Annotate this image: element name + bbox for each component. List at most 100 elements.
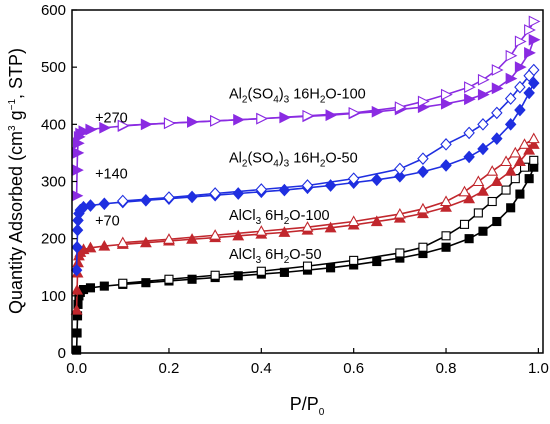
data-point: [528, 33, 541, 46]
data-point: [301, 221, 314, 232]
series-label-part: 6H: [261, 208, 284, 224]
data-point: [417, 165, 429, 179]
axis-layer: 0.0 0.2 0.4 0.6 0.8 1.0 0 100 200 300 400 500 600: [41, 2, 549, 377]
data-point: [186, 233, 198, 244]
data-point: [515, 189, 525, 199]
series-label-alcl3-100: AlCl3 6H2O-100: [229, 208, 330, 227]
data-point: [163, 117, 176, 130]
y-axis-title: Quantity Adsorbed (cm3 g−1, STP): [6, 48, 26, 314]
data-point: [514, 103, 526, 117]
data-point: [347, 172, 360, 185]
data-point: [459, 219, 470, 229]
data-point: [140, 118, 153, 131]
series-label-part: (SO: [247, 151, 273, 167]
data-point: [417, 152, 429, 165]
data-point: [72, 147, 85, 159]
data-point: [417, 202, 429, 214]
data-point: [347, 215, 360, 227]
data-point: [486, 165, 499, 176]
data-point: [472, 175, 485, 187]
series-label-part: 3: [256, 216, 262, 227]
data-point: [302, 109, 315, 122]
data-point: [440, 88, 453, 101]
data-point: [98, 197, 111, 211]
data-point: [99, 121, 112, 134]
data-point: [233, 113, 245, 126]
y-tick-label: 400: [41, 116, 66, 133]
series-label-part: 2: [320, 95, 326, 106]
data-point: [370, 215, 383, 227]
data-point: [528, 76, 540, 90]
data-point: [529, 155, 539, 165]
data-point: [491, 82, 504, 95]
series-label-part: Al: [229, 151, 242, 167]
series-label-part: 6H: [261, 247, 284, 263]
series-label-part: 16H: [289, 151, 320, 167]
data-point: [440, 201, 452, 212]
data-point: [325, 109, 338, 122]
data-point: [477, 88, 490, 101]
series-label-part: 2: [242, 95, 248, 106]
offset-label: +70: [95, 214, 120, 230]
data-point: [71, 240, 83, 254]
data-point: [255, 183, 268, 196]
x-tick-label: 1.0: [528, 360, 549, 377]
x-tick-label: 0.6: [343, 360, 364, 377]
series-label-part: 2: [320, 159, 326, 170]
data-point: [98, 239, 111, 251]
data-point: [326, 263, 336, 273]
y-tick-label: 300: [41, 174, 66, 191]
data-point: [463, 126, 475, 140]
y-tick-label: 600: [41, 2, 66, 19]
series-label-part: 4: [273, 159, 279, 170]
offset-label: +140: [95, 167, 128, 183]
data-point: [255, 225, 268, 236]
data-point: [78, 125, 91, 138]
data-point: [464, 234, 474, 244]
x-tick-label: 0.8: [436, 360, 457, 377]
data-point: [139, 236, 152, 248]
series-label-part: ): [279, 87, 284, 103]
data-point: [187, 116, 199, 128]
series-label-part: 2: [284, 255, 290, 266]
data-point: [301, 179, 314, 192]
series-label-part: O-50: [325, 151, 357, 167]
data-point: [71, 223, 84, 237]
data-point: [372, 256, 382, 267]
data-point: [279, 111, 292, 124]
data-point: [440, 138, 452, 151]
data-point: [394, 101, 407, 114]
data-point: [464, 93, 476, 106]
data-point: [504, 118, 517, 131]
data-point: [324, 179, 337, 192]
data-point: [395, 248, 405, 258]
data-point: [524, 46, 536, 59]
x-tick-label: 0.4: [251, 360, 272, 377]
data-point: [514, 80, 526, 94]
data-point: [233, 271, 243, 281]
data-point: [349, 255, 359, 265]
data-point: [523, 143, 536, 155]
data-point: [477, 118, 489, 131]
series-label-part: 2: [284, 216, 290, 227]
series-label-part: AlCl: [229, 208, 256, 224]
data-point: [500, 155, 512, 167]
data-point: [504, 92, 517, 105]
data-point: [278, 183, 291, 197]
isotherm-series: [70, 132, 540, 315]
data-point: [256, 266, 266, 276]
data-point: [518, 138, 531, 149]
data-point: [505, 49, 518, 62]
y-tick-label: 200: [41, 231, 66, 248]
data-point: [441, 242, 451, 252]
isotherm-series: [70, 63, 540, 277]
data-point: [490, 175, 503, 187]
series-label-part: 4: [273, 95, 279, 106]
series-label-al2so4-100: Al2(SO4)3 16H2O-100: [229, 87, 366, 106]
data-point: [70, 303, 83, 315]
series-label-part: O-50: [289, 247, 321, 263]
series-label-part: (SO: [247, 87, 273, 103]
data-point: [210, 270, 220, 280]
data-point: [441, 231, 451, 241]
